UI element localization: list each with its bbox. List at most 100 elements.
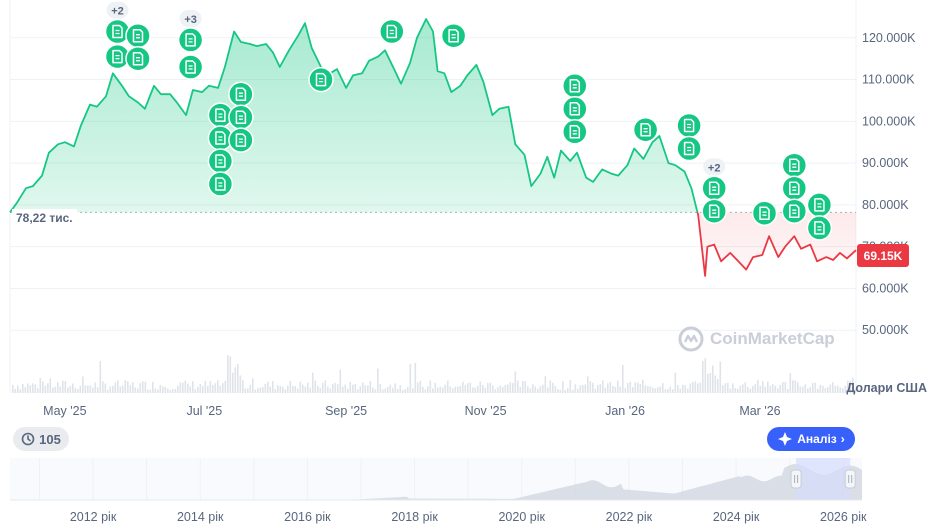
volume-bar xyxy=(237,363,239,393)
news-icon[interactable] xyxy=(104,18,131,45)
news-icon[interactable] xyxy=(781,198,808,224)
news-cluster-badge[interactable]: +3 xyxy=(179,10,202,27)
news-icon[interactable] xyxy=(228,81,254,107)
volume-bar xyxy=(352,384,354,393)
volume-bar xyxy=(134,387,137,393)
volume-bar xyxy=(837,385,839,393)
volume-bar xyxy=(747,387,749,393)
volume-bar xyxy=(217,380,219,393)
news-icon[interactable] xyxy=(379,18,405,45)
news-icon[interactable] xyxy=(781,152,808,178)
news-icon[interactable] xyxy=(676,135,702,162)
volume-bar xyxy=(497,387,499,393)
volume-bar xyxy=(602,380,604,393)
x-tick-label: Mar '26 xyxy=(739,404,780,418)
news-icon[interactable] xyxy=(228,104,254,130)
news-icon[interactable] xyxy=(701,175,727,201)
news-icon[interactable] xyxy=(676,112,702,139)
news-icon[interactable] xyxy=(806,192,833,218)
navigator-tick-label: 2022 рік xyxy=(606,510,653,524)
volume-bar xyxy=(714,375,717,393)
volume-bar xyxy=(384,388,387,393)
navigator-tick-label: 2012 рік xyxy=(70,510,117,524)
news-icon[interactable] xyxy=(308,66,334,93)
volume-bar xyxy=(757,379,759,393)
volume-bar xyxy=(649,386,652,393)
volume-bar xyxy=(22,384,24,393)
brand-name: CoinMarketCap xyxy=(710,329,835,348)
news-icon[interactable] xyxy=(440,22,467,49)
navigator-tick-label: 2020 рік xyxy=(498,510,545,524)
news-cluster-badge[interactable]: +2 xyxy=(703,158,726,176)
volume-bar xyxy=(187,383,189,393)
news-icon[interactable] xyxy=(207,102,234,128)
volume-bar xyxy=(339,369,342,393)
news-icon[interactable] xyxy=(104,43,131,70)
news-icon[interactable] xyxy=(701,198,727,224)
volume-bar xyxy=(594,388,597,393)
volume-bar xyxy=(517,380,519,393)
volume-bar xyxy=(79,385,82,393)
volume-bar xyxy=(542,384,544,393)
news-icon[interactable] xyxy=(228,127,254,153)
volume-bar xyxy=(819,384,822,393)
y-tick-label: 100.000K xyxy=(862,114,916,128)
volume-bar xyxy=(329,388,332,393)
volume-bar xyxy=(14,388,17,393)
volume-bar xyxy=(572,389,574,393)
volume-bar xyxy=(549,380,552,393)
volume-bar xyxy=(417,382,419,393)
news-icon[interactable] xyxy=(207,125,234,151)
volume-bar xyxy=(612,386,614,393)
volume-bar xyxy=(532,384,534,393)
news-icon[interactable] xyxy=(177,54,204,80)
volume-bar xyxy=(102,381,104,393)
navigator-handle[interactable] xyxy=(790,469,802,489)
news-icon[interactable] xyxy=(562,73,588,99)
news-icon[interactable] xyxy=(632,116,659,143)
y-tick-label: 120.000K xyxy=(862,31,916,45)
news-icon[interactable] xyxy=(207,171,234,197)
volume-bar xyxy=(167,388,169,393)
volume-bar xyxy=(702,360,704,393)
volume-bar xyxy=(57,382,59,393)
news-icon[interactable] xyxy=(177,27,204,53)
volume-bar xyxy=(209,381,212,393)
news-icon[interactable] xyxy=(562,96,588,122)
volume-bar xyxy=(19,389,22,393)
volume-bar xyxy=(799,386,802,393)
volume-bar xyxy=(769,385,772,393)
news-cluster-badge[interactable]: +2 xyxy=(106,1,129,19)
volume-bar xyxy=(124,380,127,393)
navigator-handle[interactable] xyxy=(844,469,856,489)
volume-bar xyxy=(634,382,637,393)
news-icon[interactable] xyxy=(125,22,151,49)
volume-bar xyxy=(252,378,254,393)
volume-bar xyxy=(479,381,482,393)
volume-bar xyxy=(114,382,117,393)
volume-bar xyxy=(744,382,747,393)
news-icon[interactable] xyxy=(562,119,588,145)
volume-bar xyxy=(414,362,417,393)
news-icon[interactable] xyxy=(125,45,151,72)
volume-bar xyxy=(149,389,152,393)
news-icon[interactable] xyxy=(781,175,808,201)
history-button[interactable]: 105 xyxy=(13,427,69,451)
news-icon[interactable] xyxy=(806,215,833,241)
volume-bar xyxy=(362,382,364,393)
volume-bar xyxy=(647,386,649,393)
volume-bar xyxy=(452,388,454,393)
analysis-button[interactable]: Аналіз › xyxy=(767,427,855,451)
volume-bar xyxy=(522,380,524,393)
volume-bar xyxy=(854,388,857,393)
volume-bar xyxy=(394,383,397,393)
volume-bar xyxy=(382,389,384,393)
news-icon[interactable] xyxy=(751,200,778,226)
volume-bar xyxy=(202,386,204,393)
news-icon[interactable] xyxy=(207,148,234,174)
navigator-selection[interactable] xyxy=(796,458,851,500)
volume-bar xyxy=(274,389,277,393)
volume-bar xyxy=(609,382,612,393)
volume-bar xyxy=(147,389,149,393)
